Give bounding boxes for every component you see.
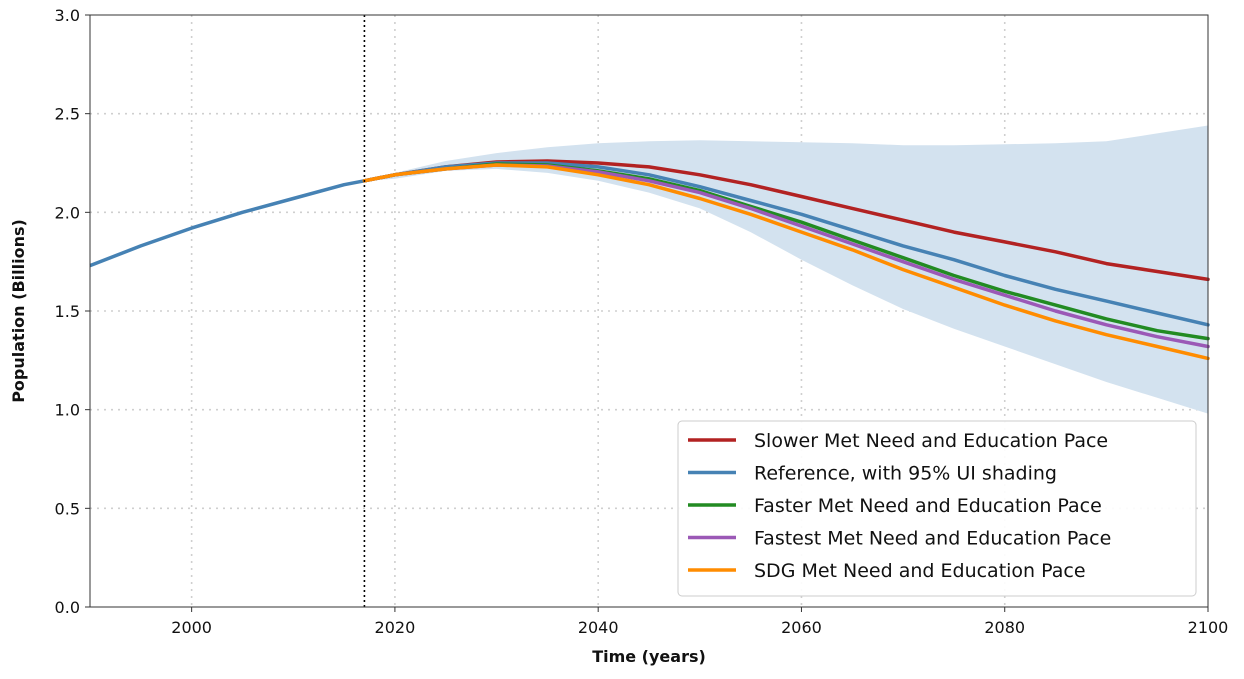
series-line-history — [89, 179, 365, 268]
x-tick-label: 2040 — [578, 618, 619, 637]
x-tick-label: 2080 — [984, 618, 1025, 637]
legend: Slower Met Need and Education Pace Refere… — [677, 420, 1197, 597]
y-tick-label: 1.0 — [55, 401, 80, 420]
legend-box — [677, 420, 1197, 597]
y-tick-label: 2.5 — [55, 105, 80, 124]
uncertainty-band — [364, 125, 1208, 414]
legend-label: Reference, with 95% UI shading — [754, 463, 1057, 485]
x-tick-label: 2060 — [781, 618, 822, 637]
x-tick-label: 2100 — [1188, 618, 1229, 637]
y-tick-label: 0.0 — [55, 598, 80, 617]
y-tick-label: 3.0 — [55, 6, 80, 25]
y-tick-label: 2.0 — [55, 203, 80, 222]
y-axis-title: Population (Billions) — [9, 219, 28, 403]
series-lines — [89, 159, 1210, 361]
legend-label: SDG Met Need and Education Pace — [754, 560, 1086, 582]
series-line-4 — [362, 163, 1210, 361]
ui-shading — [364, 125, 1208, 414]
legend-label: Faster Met Need and Education Pace — [754, 495, 1102, 517]
y-tick-label: 1.5 — [55, 302, 80, 321]
x-tick-label: 2020 — [375, 618, 416, 637]
y-tick-label: 0.5 — [55, 499, 80, 518]
legend-label: Fastest Met Need and Education Pace — [754, 528, 1111, 550]
x-tick-label: 2000 — [171, 618, 212, 637]
legend-label: Slower Met Need and Education Pace — [754, 430, 1108, 452]
tick-labels: 2000 2020 2040 2060 2080 2100 0.0 0.5 1.0 1.5 2.0 2… — [55, 6, 1229, 637]
x-axis-title: Time (years) — [592, 647, 706, 666]
